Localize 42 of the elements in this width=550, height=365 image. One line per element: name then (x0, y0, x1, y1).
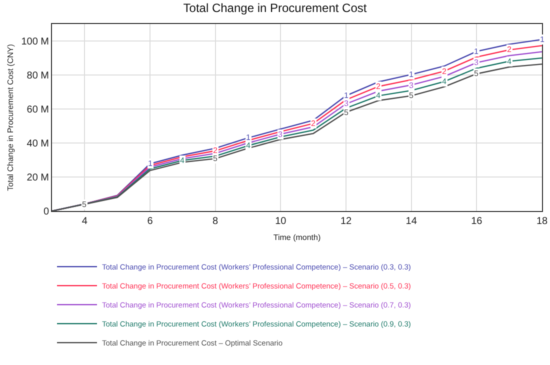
annotation: 2 (376, 82, 381, 91)
annotation: 4 (180, 156, 185, 165)
annotation: 2 (311, 119, 316, 128)
annotation: 1 (148, 159, 153, 168)
annotation: 1 (540, 35, 545, 44)
annotation: 4 (507, 57, 512, 66)
x-tick-label: 6 (147, 216, 154, 227)
y-axis-title: Total Change in Procurement Cost (CNY) (6, 44, 15, 191)
x-tick-label: 4 (82, 216, 88, 227)
annotation: 3 (474, 58, 479, 67)
annotation: 1 (246, 133, 251, 142)
annotation: 4 (246, 141, 251, 150)
annotation: 1 (344, 91, 349, 100)
annotation: 5 (474, 69, 479, 78)
x-tick-label: 10 (275, 216, 287, 227)
annotation: 3 (278, 130, 283, 139)
annotation: 1 (474, 47, 479, 56)
annotation: 2 (442, 67, 447, 76)
x-tick-label: 14 (406, 216, 418, 227)
annotation: 3 (344, 99, 349, 108)
y-tick-label: 20 M (26, 172, 49, 184)
annotation: 5 (213, 154, 218, 163)
annotation: 4 (376, 91, 381, 100)
x-tick-label: 18 (536, 216, 548, 227)
annotation: 2 (507, 45, 512, 54)
y-tick-label: 0 (43, 206, 50, 218)
x-tick-label: 8 (212, 216, 219, 227)
annotation: 4 (442, 77, 447, 86)
y-tick-label: 80 M (26, 70, 49, 82)
y-tick-label: 100 M (21, 36, 49, 48)
y-tick-label: 40 M (26, 138, 49, 150)
annotation: 2 (213, 146, 218, 155)
annotation: 3 (409, 81, 414, 90)
x-tick-label: 12 (340, 216, 352, 227)
annotation: 5 (82, 200, 87, 209)
annotation: 1 (409, 70, 414, 79)
annotation: 5 (344, 108, 349, 117)
chart-title: Total Change in Procurement Cost (183, 1, 368, 16)
annotation: 5 (409, 91, 414, 100)
x-tick-label: 16 (471, 216, 483, 227)
x-axis-title: Time (month) (273, 233, 321, 242)
y-tick-label: 60 M (26, 104, 49, 116)
